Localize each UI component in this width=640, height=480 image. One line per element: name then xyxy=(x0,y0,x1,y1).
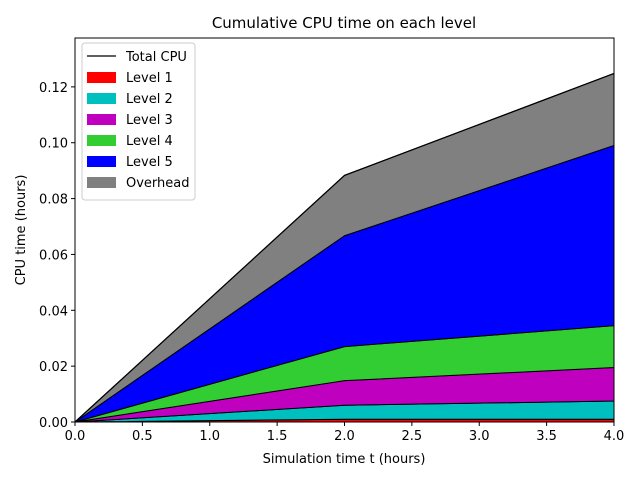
x-axis-ticks: 0.0 0.5 1.0 1.5 2.0 2.5 3.0 3.5 4.0 xyxy=(65,422,625,444)
legend-swatch-level-2 xyxy=(87,93,116,104)
y-tick-label: 0.04 xyxy=(39,304,68,319)
x-tick-label: 3.0 xyxy=(469,429,490,444)
legend-swatch-overhead xyxy=(87,177,116,188)
y-tick-label: 0.12 xyxy=(39,81,68,96)
legend-swatch-level-3 xyxy=(87,114,116,125)
legend-label-level-4: Level 4 xyxy=(126,134,173,149)
legend-label-level-2: Level 2 xyxy=(126,92,173,107)
x-tick-label: 2.5 xyxy=(402,429,423,444)
x-tick-label: 3.5 xyxy=(536,429,557,444)
legend-label-overhead: Overhead xyxy=(126,176,190,191)
y-axis-label: CPU time (hours) xyxy=(14,175,29,286)
chart-title: Cumulative CPU time on each level xyxy=(212,14,476,32)
legend-swatch-level-1 xyxy=(87,72,116,83)
legend-label-level-1: Level 1 xyxy=(126,71,173,86)
legend-swatch-level-5 xyxy=(87,156,116,167)
x-tick-label: 0.0 xyxy=(65,429,86,444)
legend-label-level-3: Level 3 xyxy=(126,113,173,128)
y-tick-label: 0.08 xyxy=(39,193,68,208)
legend-label-level-5: Level 5 xyxy=(126,155,173,170)
y-tick-label: 0.06 xyxy=(39,248,68,263)
y-tick-label: 0.10 xyxy=(39,137,68,152)
x-tick-label: 0.5 xyxy=(132,429,153,444)
y-axis-ticks: 0.00 0.02 0.04 0.06 0.08 0.10 0.12 xyxy=(39,81,75,431)
plot-frame xyxy=(74,37,615,423)
x-tick-label: 1.0 xyxy=(199,429,220,444)
total-cpu-line xyxy=(74,72,615,423)
x-tick-label: 4.0 xyxy=(604,429,625,444)
x-tick-label: 2.0 xyxy=(334,429,355,444)
legend-swatch-level-4 xyxy=(87,135,116,146)
legend-label-total-cpu: Total CPU xyxy=(125,50,187,65)
y-tick-label: 0.00 xyxy=(39,416,68,431)
x-axis-label: Simulation time t (hours) xyxy=(263,452,426,467)
x-tick-label: 1.5 xyxy=(267,429,288,444)
y-tick-label: 0.02 xyxy=(39,360,68,375)
legend: Total CPU Level 1 Level 2 Level 3 Level 4 Lev… xyxy=(81,42,196,201)
